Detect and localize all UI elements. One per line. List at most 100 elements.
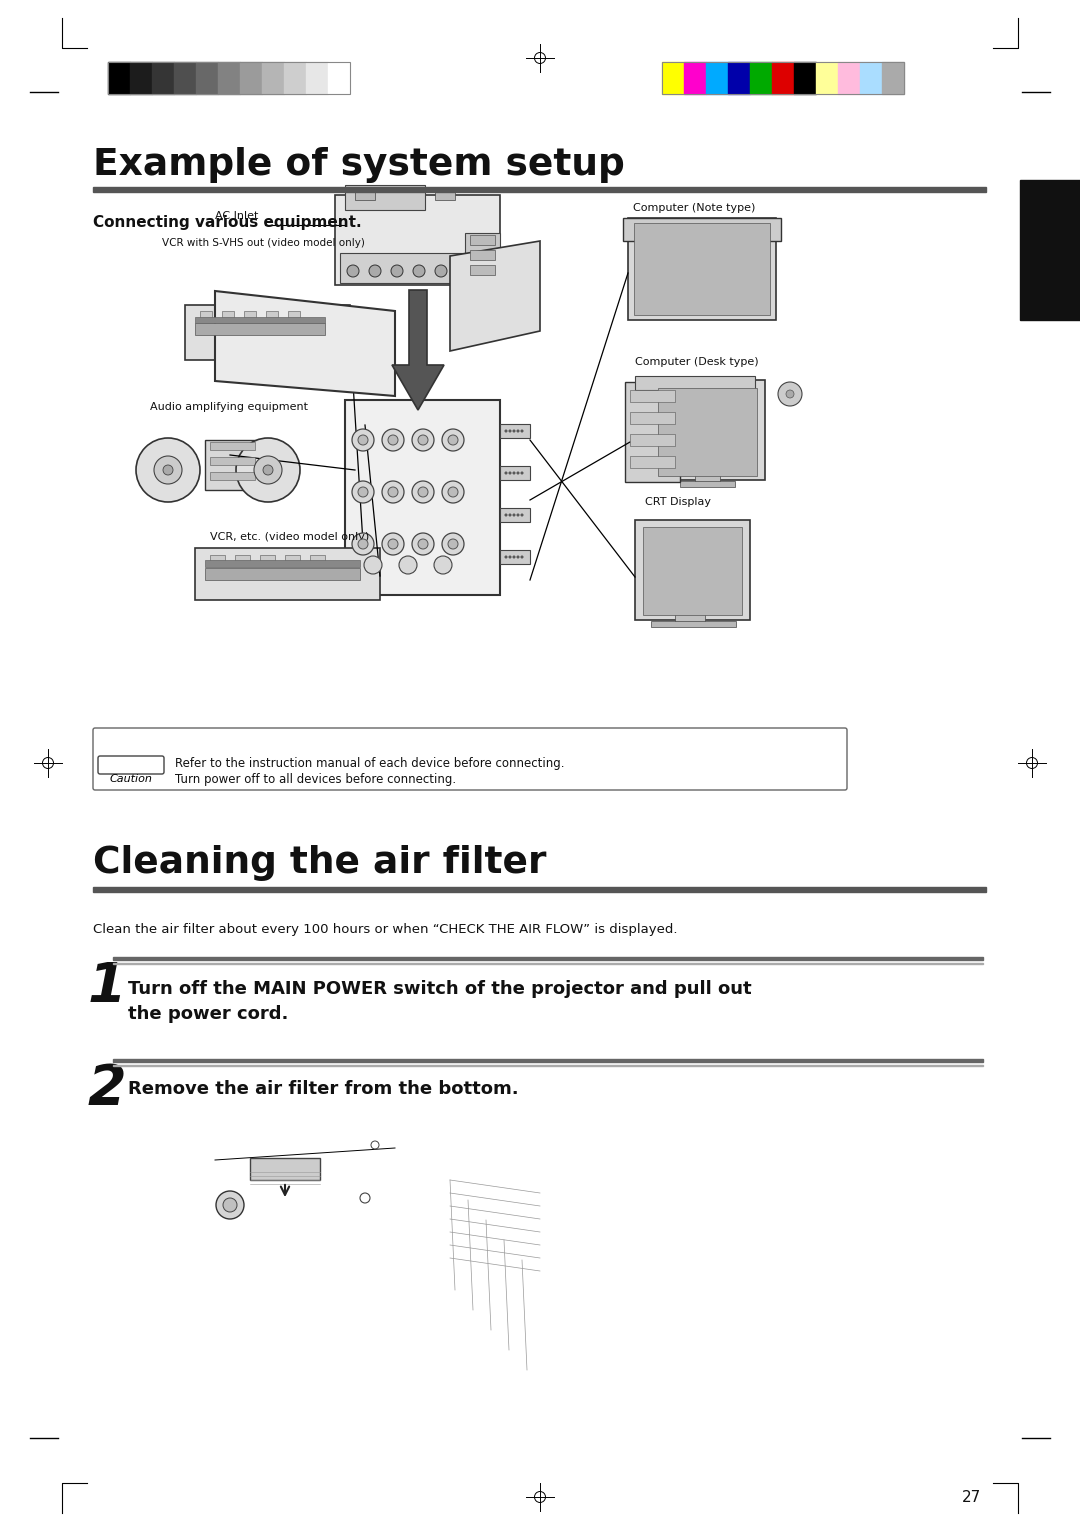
Bar	[650, 380, 765, 481]
Bar	[260, 556, 275, 560]
Bar	[750, 61, 772, 93]
Circle shape	[418, 435, 428, 446]
Bar	[662, 61, 904, 93]
Circle shape	[154, 456, 183, 484]
Circle shape	[347, 265, 359, 277]
Circle shape	[509, 556, 511, 559]
Circle shape	[521, 430, 523, 432]
Bar	[335, 194, 500, 285]
Circle shape	[382, 481, 404, 504]
Circle shape	[504, 514, 508, 516]
Bar	[244, 311, 256, 317]
Circle shape	[513, 430, 515, 432]
Bar	[235, 556, 249, 560]
Bar	[355, 191, 375, 201]
Text: Computer (Desk type): Computer (Desk type)	[635, 357, 758, 367]
Bar	[328, 61, 350, 93]
Bar	[630, 456, 675, 468]
Circle shape	[237, 438, 300, 502]
Bar	[185, 305, 350, 360]
Bar	[500, 465, 530, 481]
Bar	[500, 424, 530, 438]
Circle shape	[369, 265, 381, 277]
Bar	[658, 387, 757, 476]
Text: Turn power off to all devices before connecting.: Turn power off to all devices before con…	[175, 773, 456, 787]
Bar	[630, 412, 675, 424]
Bar	[266, 311, 278, 317]
Bar	[340, 253, 495, 283]
Circle shape	[448, 435, 458, 446]
Text: Example of system setup: Example of system setup	[93, 147, 624, 184]
Text: Cleaning the air filter: Cleaning the air filter	[93, 845, 546, 880]
Bar	[262, 61, 284, 93]
Bar	[195, 323, 325, 335]
Circle shape	[513, 556, 515, 559]
Bar	[210, 442, 255, 450]
Circle shape	[504, 430, 508, 432]
Circle shape	[418, 539, 428, 550]
Text: Computer (Note type): Computer (Note type)	[633, 204, 755, 213]
Circle shape	[357, 539, 368, 550]
Bar	[435, 191, 455, 201]
Bar	[684, 61, 706, 93]
Bar	[310, 556, 325, 560]
Bar	[93, 187, 986, 191]
Bar	[1020, 181, 1080, 320]
Bar	[210, 456, 255, 465]
Bar	[195, 548, 380, 600]
Circle shape	[382, 429, 404, 452]
Bar	[222, 311, 234, 317]
Bar	[218, 61, 240, 93]
Bar	[500, 508, 530, 522]
FancyBboxPatch shape	[93, 729, 847, 790]
Bar	[634, 224, 770, 315]
Circle shape	[411, 481, 434, 504]
Text: Audio amplifying equipment: Audio amplifying equipment	[150, 403, 308, 412]
Bar	[200, 311, 212, 317]
Circle shape	[399, 556, 417, 574]
Bar	[210, 472, 255, 481]
Bar	[210, 556, 225, 560]
Bar	[152, 61, 174, 93]
Circle shape	[357, 487, 368, 498]
Text: VCR, etc. (video model only): VCR, etc. (video model only)	[210, 531, 369, 542]
Bar	[635, 377, 755, 390]
Text: CRT Display: CRT Display	[645, 498, 711, 507]
Circle shape	[517, 556, 519, 559]
Bar	[623, 217, 781, 240]
Circle shape	[517, 472, 519, 475]
Circle shape	[216, 1191, 244, 1219]
Circle shape	[442, 481, 464, 504]
Circle shape	[448, 539, 458, 550]
Text: Turn off the MAIN POWER switch of the projector and pull out
the power cord.: Turn off the MAIN POWER switch of the pr…	[129, 980, 752, 1023]
Circle shape	[521, 472, 523, 475]
Circle shape	[382, 533, 404, 556]
Bar	[113, 957, 983, 960]
Text: Remove the air filter from the bottom.: Remove the air filter from the bottom.	[129, 1079, 518, 1098]
Bar	[794, 61, 816, 93]
Bar	[240, 61, 262, 93]
Bar	[651, 622, 735, 628]
Circle shape	[442, 429, 464, 452]
Circle shape	[448, 487, 458, 498]
Circle shape	[509, 514, 511, 516]
Circle shape	[509, 430, 511, 432]
Text: VCR with S-VHS out (video model only): VCR with S-VHS out (video model only)	[162, 237, 365, 248]
Bar	[288, 311, 300, 317]
Bar	[772, 61, 794, 93]
Bar	[630, 433, 675, 446]
Circle shape	[517, 514, 519, 516]
Bar	[706, 61, 728, 93]
Circle shape	[352, 533, 374, 556]
Bar	[662, 61, 684, 93]
Text: AC Inlet: AC Inlet	[215, 211, 258, 220]
Circle shape	[411, 533, 434, 556]
Circle shape	[513, 472, 515, 475]
Bar	[249, 1157, 320, 1180]
FancyBboxPatch shape	[98, 756, 164, 775]
Bar	[635, 521, 750, 620]
Circle shape	[264, 465, 273, 475]
Circle shape	[413, 265, 426, 277]
Circle shape	[509, 472, 511, 475]
Circle shape	[504, 472, 508, 475]
